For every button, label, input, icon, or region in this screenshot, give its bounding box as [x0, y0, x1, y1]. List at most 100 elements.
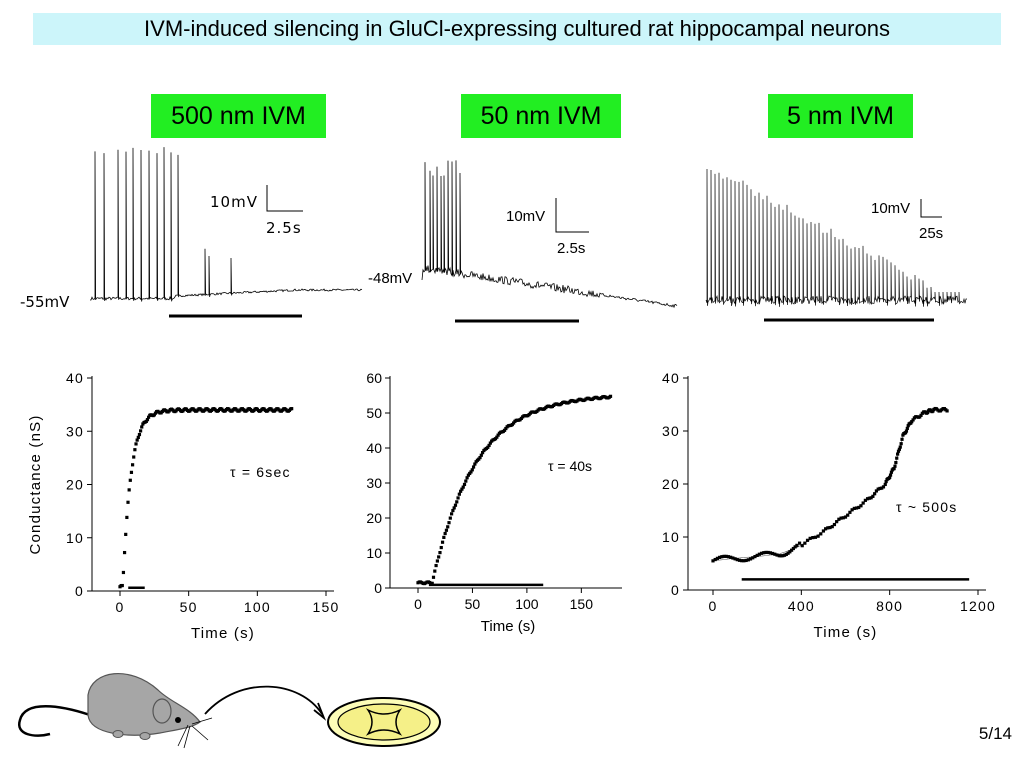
data-point: [832, 522, 837, 527]
data-point: [784, 552, 788, 557]
y-tick-label: 20: [366, 510, 382, 526]
data-point: [437, 555, 441, 559]
data-point: [899, 442, 903, 446]
data-point: [447, 521, 451, 525]
data-point: [471, 465, 476, 469]
data-point: [495, 435, 499, 439]
data-point: [824, 527, 828, 531]
data-point: [775, 553, 779, 557]
data-point: [147, 415, 151, 419]
data-point: [839, 516, 843, 520]
data-point: [888, 475, 892, 479]
data-point: [439, 545, 443, 550]
data-point: [431, 575, 436, 579]
data-point: [469, 470, 473, 474]
x-axis-label: Time (s): [813, 624, 877, 641]
data-point: [127, 488, 131, 492]
conductance-chart-500nm: 0 10 20 30 40 0 50 100 150 Time (s) Conductance (n…: [27, 370, 340, 642]
data-point: [451, 508, 455, 513]
data-point: [144, 419, 148, 423]
data-point: [440, 540, 445, 544]
data-point: [479, 453, 483, 457]
data-point: [290, 407, 294, 411]
data-point: [779, 554, 783, 558]
data-point: [830, 525, 834, 529]
data-point: [457, 492, 461, 496]
data-point: [876, 487, 880, 491]
data-point: [808, 536, 812, 540]
voltage-trace-500nm: -55mV 10mV 2.5s: [20, 147, 363, 318]
mouse-foot: [112, 730, 124, 738]
y-tick-label: 10: [66, 530, 84, 546]
data-point: [759, 551, 764, 555]
data-point: [819, 532, 823, 536]
data-point: [790, 548, 794, 552]
data-point: [786, 551, 790, 555]
x-tick-label: 150: [313, 599, 340, 615]
data-point: [444, 528, 449, 532]
x-tick-label: 1200: [960, 598, 996, 614]
data-point: [791, 546, 795, 551]
data-point: [757, 552, 761, 556]
data-point: [460, 487, 464, 491]
condition-label-5nm: 5 nm IVM: [768, 94, 913, 138]
data-point: [478, 455, 482, 460]
data-point: [462, 482, 467, 487]
data-point: [465, 476, 469, 480]
data-point: [898, 445, 902, 449]
data-point: [152, 413, 156, 417]
data-point: [883, 482, 887, 487]
data-point: [713, 557, 717, 562]
data-point: [894, 460, 898, 465]
data-point: [733, 557, 737, 561]
data-point: [904, 429, 909, 433]
data-point: [726, 555, 731, 559]
y-tick-label: 10: [662, 529, 680, 545]
mouse-tail: [18, 705, 91, 737]
data-point: [466, 473, 470, 477]
data-point: [720, 555, 724, 559]
data-point: [132, 455, 136, 459]
data-point: [126, 500, 130, 504]
data-point: [945, 409, 949, 413]
data-point: [816, 534, 820, 538]
data-point: [731, 556, 735, 560]
data-point: [122, 550, 127, 555]
data-point: [473, 462, 477, 466]
data-points: [711, 406, 949, 563]
data-point: [145, 418, 150, 422]
data-point: [128, 478, 132, 482]
data-point: [504, 426, 508, 431]
data-point: [905, 426, 909, 431]
mouse-eye: [175, 717, 181, 723]
data-point: [910, 420, 914, 424]
data-point: [859, 504, 863, 508]
data-point: [813, 535, 818, 539]
transfer-arrow: [204, 685, 327, 721]
data-point: [434, 563, 438, 568]
data-point: [121, 570, 126, 575]
x-tick-label: 150: [570, 596, 594, 612]
data-point: [124, 532, 128, 536]
x-tick-label: 400: [788, 598, 815, 614]
mouse-whiskers: [177, 717, 213, 749]
slide-title-bar: IVM-induced silencing in GluCl-expressin…: [33, 13, 1001, 45]
rest-potential-label: -55mV: [20, 293, 70, 311]
data-point: [797, 541, 802, 545]
data-point: [715, 556, 720, 560]
data-point: [863, 498, 867, 502]
data-point: [800, 544, 804, 548]
scale-bar: [555, 198, 589, 233]
data-point: [456, 496, 460, 500]
scale-bar: [266, 185, 303, 212]
data-point: [486, 445, 490, 449]
time-scale-label: 2.5s: [557, 240, 585, 257]
data-point: [880, 486, 884, 490]
data-point: [496, 433, 500, 437]
data-point: [850, 508, 854, 512]
y-tick-label: 40: [66, 370, 84, 386]
mouse-body: [87, 672, 201, 736]
data-point: [871, 494, 875, 498]
data-point: [867, 496, 871, 500]
